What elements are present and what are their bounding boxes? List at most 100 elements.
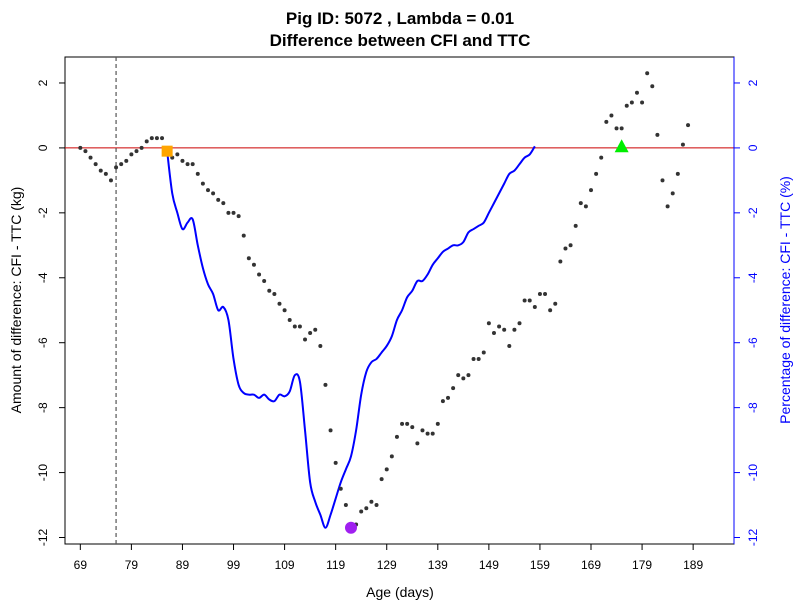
data-point (655, 132, 660, 137)
data-point (456, 373, 461, 378)
chart-title: Pig ID: 5072 , Lambda = 0.01 (286, 9, 514, 28)
data-point (507, 343, 512, 348)
data-point (211, 191, 216, 196)
data-point (471, 356, 476, 361)
y-axis-label-left: Amount of difference: CFI - TTC (kg) (8, 187, 24, 414)
data-point (491, 330, 496, 335)
data-point (226, 210, 231, 215)
data-point (262, 279, 267, 284)
axes: 69 79 89 99 109 119 129 139 149 159 169 179 189 -12 -1… (36, 57, 760, 572)
x-tick-label: 99 (227, 558, 241, 572)
end-triangle-marker (614, 139, 629, 153)
data-point (675, 171, 680, 176)
data-point (558, 259, 563, 264)
data-point (78, 145, 83, 150)
y-tick-label-left: 2 (36, 79, 50, 86)
data-point (553, 301, 558, 306)
x-tick-label: 179 (632, 558, 652, 572)
data-point (88, 155, 93, 160)
data-point (394, 434, 399, 439)
data-point (282, 308, 287, 313)
data-point (425, 431, 430, 436)
data-point (527, 298, 532, 303)
data-point (333, 460, 338, 465)
data-point (190, 162, 195, 167)
data-point (272, 292, 277, 297)
data-point (134, 149, 139, 154)
data-point (589, 188, 594, 193)
data-point (614, 126, 619, 131)
data-point (246, 256, 251, 261)
data-point (435, 421, 440, 426)
data-point (415, 441, 420, 446)
data-point (236, 214, 241, 219)
amount-series (78, 71, 691, 527)
y-tick-label-left: -2 (36, 207, 50, 218)
y-tick-label-right: -4 (746, 272, 760, 283)
percentage-series (166, 145, 536, 529)
data-point (640, 100, 645, 105)
data-point (251, 262, 256, 267)
data-point (200, 181, 205, 186)
data-point (446, 395, 451, 400)
x-tick-label: 149 (479, 558, 499, 572)
y-tick-label-right: 0 (746, 144, 760, 151)
data-point (410, 425, 415, 430)
y-tick-label-right: -12 (746, 529, 760, 547)
x-axis-label: Age (days) (366, 584, 434, 600)
data-point (440, 399, 445, 404)
data-point (129, 152, 134, 157)
data-point (461, 376, 466, 381)
data-point (216, 197, 221, 202)
y-axis-label-right: Percentage of difference: CFI - TTC (%) (777, 176, 793, 424)
data-point (563, 246, 568, 251)
data-point (604, 119, 609, 124)
data-point (93, 162, 98, 167)
data-point (522, 298, 527, 303)
data-point (205, 188, 210, 193)
data-point (670, 191, 675, 196)
data-point (221, 201, 226, 206)
data-point (650, 84, 655, 89)
data-point (548, 308, 553, 313)
x-tick-label: 189 (683, 558, 703, 572)
data-point (512, 327, 517, 332)
data-point (686, 123, 691, 128)
data-point (83, 149, 88, 154)
data-point (119, 162, 124, 167)
y-tick-label-left: -10 (36, 464, 50, 482)
data-point (665, 204, 670, 209)
y-tick-label-right: -2 (746, 207, 760, 218)
data-point (481, 350, 486, 355)
data-point (303, 337, 308, 342)
x-tick-label: 79 (125, 558, 139, 572)
data-point (476, 356, 481, 361)
data-point (573, 223, 578, 228)
plot-frame (64, 56, 735, 545)
data-point (532, 304, 537, 309)
data-point (267, 288, 272, 293)
data-point (486, 321, 491, 326)
y-tick-label-left: -12 (36, 529, 50, 547)
data-point (343, 503, 348, 508)
start-square-marker (161, 145, 173, 157)
data-point (313, 327, 318, 332)
data-point (400, 421, 405, 426)
data-point (323, 382, 328, 387)
data-point (379, 477, 384, 482)
data-point (144, 139, 149, 144)
data-point (384, 467, 389, 472)
data-point (231, 210, 236, 215)
data-point (680, 142, 685, 147)
data-point (619, 126, 624, 131)
data-point (103, 171, 108, 176)
data-point (359, 509, 364, 514)
y-tick-label-left: -6 (36, 337, 50, 348)
y-tick-label-left: 0 (36, 144, 50, 151)
data-point (369, 499, 374, 504)
data-point (599, 155, 604, 160)
y-tick-label-right: -6 (746, 337, 760, 348)
x-tick-label: 129 (377, 558, 397, 572)
